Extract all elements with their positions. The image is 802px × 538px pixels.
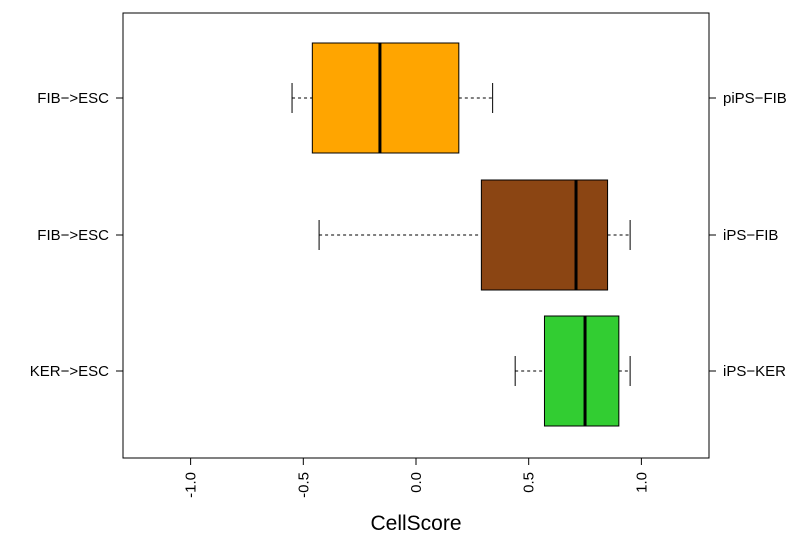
x-tick-label: -1.0	[183, 472, 200, 498]
x-axis: -1.0 -0.5 0.0 0.5 1.0	[183, 458, 650, 498]
y-tick-label-right: iPS−FIB	[723, 227, 778, 244]
plot-area: FIB−>ESC piPS−FIB FIB−>ESC iPS−FIB KER−>ESC i…	[30, 42, 787, 427]
box	[480, 179, 609, 291]
x-tick-label: -0.5	[295, 472, 312, 498]
y-tick-label-left: KER−>ESC	[30, 363, 109, 380]
box	[311, 42, 460, 154]
box	[543, 315, 620, 427]
y-tick-label-left: FIB−>ESC	[37, 90, 109, 107]
box-group: FIB−>ESC piPS−FIB	[37, 42, 787, 154]
box-group: FIB−>ESC iPS−FIB	[37, 179, 778, 291]
y-tick-label-right: iPS−KER	[723, 363, 786, 380]
x-tick-label: 0.5	[521, 472, 538, 493]
y-tick-label-right: piPS−FIB	[723, 90, 787, 107]
y-tick-label-left: FIB−>ESC	[37, 227, 109, 244]
x-tick-label: 1.0	[633, 472, 650, 493]
x-tick-label: 0.0	[408, 472, 425, 493]
box-group: KER−>ESC iPS−KER	[30, 315, 786, 427]
x-axis-title: CellScore	[370, 512, 461, 535]
